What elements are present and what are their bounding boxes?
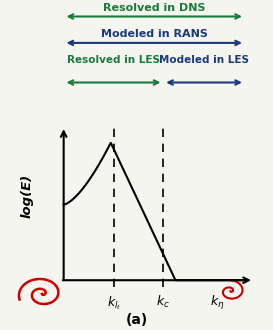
Text: Modeled in RANS: Modeled in RANS bbox=[101, 29, 208, 39]
Text: Resolved in DNS: Resolved in DNS bbox=[103, 3, 206, 13]
Text: $k_{l_t}$: $k_{l_t}$ bbox=[107, 294, 121, 312]
Text: Modeled in LES: Modeled in LES bbox=[159, 55, 249, 65]
Text: Resolved in LES: Resolved in LES bbox=[67, 55, 160, 65]
Text: (a): (a) bbox=[125, 313, 148, 327]
Text: log(E): log(E) bbox=[20, 174, 33, 218]
Text: $k_{\eta}$: $k_{\eta}$ bbox=[210, 294, 225, 312]
Text: $k_c$: $k_c$ bbox=[156, 294, 170, 310]
